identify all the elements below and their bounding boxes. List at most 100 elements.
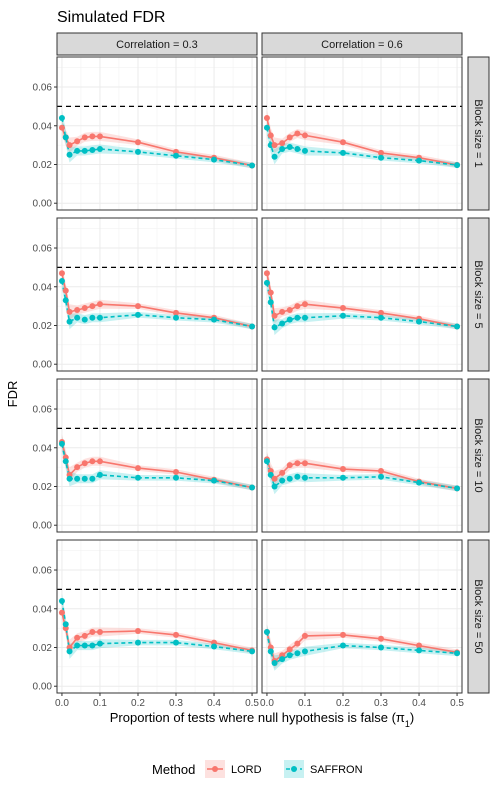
saffron-point [81,475,88,482]
lord-point [96,301,103,308]
lord-point [74,138,81,145]
saffron-point [416,479,423,486]
saffron-point [454,162,461,169]
saffron-point [74,475,81,482]
saffron-point [301,314,308,321]
column-strip-label: Correlation = 0.6 [321,39,403,51]
y-tick-label: 0.06 [33,566,53,577]
saffron-point [89,642,96,649]
lord-point [286,646,293,653]
lord-point [173,631,180,638]
saffron-point [211,477,218,484]
lord-point [134,303,141,310]
saffron-point [211,316,218,323]
lord-point [74,634,81,641]
lord-point [62,287,69,294]
confidence-ribbon [61,434,253,491]
row-strip-bg [467,378,490,533]
lord-point [271,475,278,482]
saffron-point [267,299,274,306]
chart-title: Simulated FDR [57,9,165,26]
x-tick-label: 0.4 [412,698,426,709]
saffron-point [96,640,103,647]
confidence-ribbon [266,624,458,671]
saffron-point [279,656,286,663]
saffron-point [81,147,88,154]
lord-point [286,306,293,313]
saffron-point [263,628,270,635]
facet-panel [261,378,463,533]
lord-point [301,132,308,139]
lord-point [378,467,385,474]
row-strip-bg [467,217,490,372]
lord-point [267,289,274,296]
row-strip-bg [467,56,490,211]
lord-point [286,134,293,141]
row-strip-label: Block size = 10 [472,418,484,492]
facet-panel: 0.00 0.02 0.04 0.06 [33,378,258,533]
y-tick-label: 0.04 [33,121,53,132]
lord-point [294,303,301,310]
saffron-point [74,642,81,649]
saffron-point [66,648,73,655]
lord-point [279,308,286,315]
legend-key-lord-point [212,766,218,772]
facet-panel: 0.00 0.02 0.04 0.06 [33,217,258,372]
x-tick-label: 0.5 [450,698,464,709]
row-strip-label: Block size = 5 [472,260,484,328]
lord-point [96,133,103,140]
saffron-point [271,659,278,666]
saffron-point [173,152,180,159]
y-tick-label: 0.00 [33,521,53,532]
saffron-point [173,474,180,481]
lord-point [286,462,293,469]
x-tick-label: 0.2 [336,698,350,709]
lord-point [81,305,88,312]
x-axis-title-subscript: 1 [405,719,410,729]
saffron-point [66,475,73,482]
confidence-ribbon [61,436,253,491]
lord-point [378,635,385,642]
facet-panel: 0.00 0.02 0.04 0.06 [33,56,258,211]
lord-point [294,130,301,137]
saffron-point [74,147,81,154]
saffron-point [134,639,141,646]
saffron-point [416,318,423,325]
lord-point [378,149,385,156]
saffron-point [294,473,301,480]
saffron-point [286,316,293,323]
saffron-point [62,134,69,141]
saffron-point [271,153,278,160]
lord-point [294,640,301,647]
facet-panel [261,56,463,211]
saffron-point [416,647,423,654]
x-tick-label: 0.1 [93,698,107,709]
saffron-point [279,320,286,327]
lord-point [96,628,103,635]
saffron-point [173,639,180,646]
saffron-point [249,648,256,655]
lord-point [74,464,81,471]
saffron-point [378,644,385,651]
column-strip-bg [56,32,258,56]
saffron-point [301,147,308,154]
saffron-point [249,484,256,491]
lord-point [263,115,270,122]
saffron-point [62,458,69,465]
lord-point [263,270,270,277]
lord-point [416,642,423,649]
confidence-ribbon [61,110,253,169]
lord-point [294,460,301,467]
legend: Method LORD SAFFRON [152,760,363,778]
x-tick-label: 0.0 [55,698,69,709]
y-tick-label: 0.02 [33,160,53,171]
lord-point [279,469,286,476]
lord-point [271,312,278,319]
facet-panel: 0.00 0.02 0.04 0.06 0.0 0.1 0.2 0.3 0.4 0.5 [33,539,259,709]
saffron-point [249,162,256,169]
saffron-point [378,314,385,321]
saffron-point [81,642,88,649]
y-axis-title: FDR [5,381,20,408]
lord-point [89,628,96,635]
facet-panels: Correlation = 0.3 Correlation = 0.6 Block … [33,32,490,709]
